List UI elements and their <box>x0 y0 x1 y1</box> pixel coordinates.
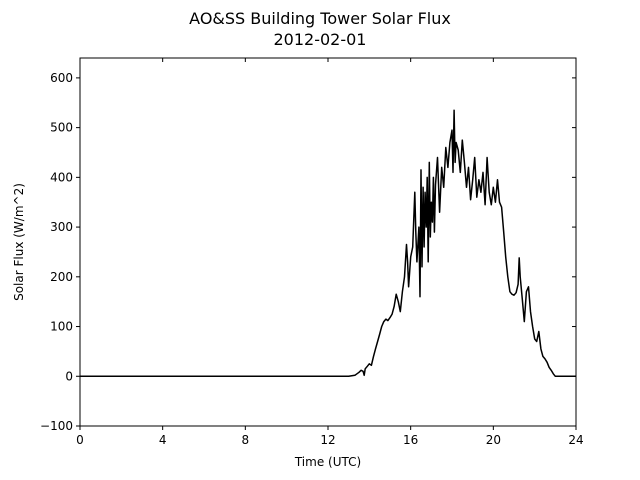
y-tick-label: 600 <box>50 71 73 85</box>
x-tick-label: 8 <box>242 433 250 447</box>
axes-frame <box>79 57 577 427</box>
x-tick-label: 12 <box>320 433 335 447</box>
chart-subtitle: 2012-02-01 <box>274 30 367 49</box>
x-axis-label: Time (UTC) <box>294 455 361 469</box>
x-tick-label: 24 <box>568 433 583 447</box>
y-tick-label: 200 <box>50 270 73 284</box>
y-tick-label: 400 <box>50 170 73 184</box>
y-tick-label: 0 <box>65 369 73 383</box>
y-tick-label: 300 <box>50 220 73 234</box>
x-tick-label: 0 <box>76 433 84 447</box>
y-axis-label: Solar Flux (W/m^2) <box>12 183 26 301</box>
y-tick-label: −100 <box>40 419 73 433</box>
x-tick-label: 20 <box>486 433 501 447</box>
y-tick-label: 500 <box>50 121 73 135</box>
series-line-0 <box>80 109 576 378</box>
chart-title: AO&SS Building Tower Solar Flux <box>189 9 451 28</box>
x-tick-label: 4 <box>159 433 167 447</box>
x-tick-label: 16 <box>403 433 418 447</box>
y-tick-label: 100 <box>50 320 73 334</box>
